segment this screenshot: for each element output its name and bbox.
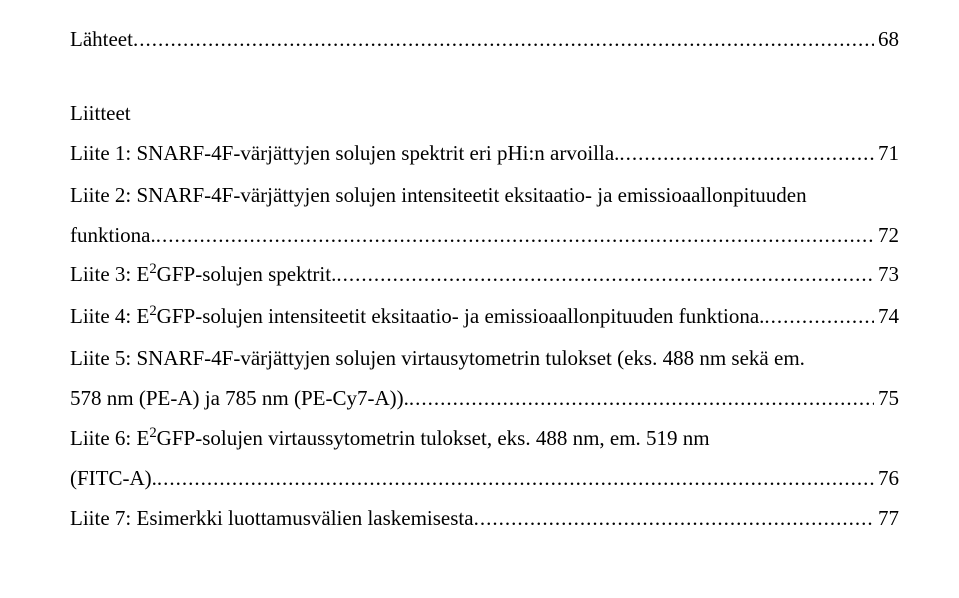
toc-label: Liite 1: SNARF-4F-värjättyjen solujen sp… (70, 134, 619, 174)
toc-label-line1: Liite 6: E2GFP-solujen virtaussytometrin… (70, 419, 899, 459)
toc-leader (764, 297, 874, 337)
toc-entry-liite4: Liite 4: E2GFP-solujen intensiteetit eks… (70, 297, 899, 337)
toc-label-sup: 2 (149, 261, 156, 277)
toc-entry-liite6: Liite 6: E2GFP-solujen virtaussytometrin… (70, 419, 899, 499)
toc-section-liitteet: Liitteet (70, 94, 899, 134)
toc-page-number: 72 (874, 216, 899, 256)
toc-leader (409, 379, 874, 419)
toc-page-number: 73 (874, 255, 899, 295)
toc-label-suffix: GFP-solujen virtaussytometrin tulokset, … (157, 426, 710, 450)
toc-label-prefix: Liite 6: E (70, 426, 149, 450)
toc-label-line1: Liite 5: SNARF-4F-värjättyjen solujen vi… (70, 339, 899, 379)
toc-page-number: 76 (874, 459, 899, 499)
toc-entry-liite7: Liite 7: Esimerkki luottamusvälien laske… (70, 499, 899, 539)
toc-page-number: 77 (874, 499, 899, 539)
toc-entry-liite2: Liite 2: SNARF-4F-värjättyjen solujen in… (70, 176, 899, 256)
toc-label-prefix: Liite 4: E (70, 304, 149, 328)
toc-label-prefix: Liite 3: E (70, 262, 149, 286)
toc-leader (336, 255, 874, 295)
toc-label: Lähteet (70, 20, 133, 60)
toc-page-number: 68 (874, 20, 899, 60)
toc-label: Liite 3: E2GFP-solujen spektrit. (70, 255, 336, 295)
toc-label-line2: 578 nm (PE-A) ja 785 nm (PE-Cy7-A)). (70, 379, 409, 419)
toc-page-number: 75 (874, 379, 899, 419)
toc-label: Liite 4: E2GFP-solujen intensiteetit eks… (70, 297, 764, 337)
toc-label-sup: 2 (149, 303, 156, 319)
toc-label: Liite 7: Esimerkki luottamusvälien laske… (70, 499, 474, 539)
spacer (70, 62, 899, 90)
toc-leader (157, 459, 874, 499)
toc-entry-lahteet: Lähteet 68 (70, 20, 899, 60)
toc-label-suffix: GFP-solujen intensiteetit eksitaatio- ja… (157, 304, 765, 328)
toc-leader (619, 134, 874, 174)
toc-leader (474, 499, 874, 539)
toc-entry-liite3: Liite 3: E2GFP-solujen spektrit. 73 (70, 255, 899, 295)
toc-page-number: 71 (874, 134, 899, 174)
toc-label-line2: (FITC-A). (70, 459, 157, 499)
toc-label-suffix: GFP-solujen spektrit. (157, 262, 337, 286)
toc-leader (133, 20, 874, 60)
toc-label-line1: Liite 2: SNARF-4F-värjättyjen solujen in… (70, 176, 899, 216)
toc-label-sup: 2 (149, 425, 156, 441)
toc-leader (156, 216, 874, 256)
document-page: Lähteet 68 Liitteet Liite 1: SNARF-4F-vä… (0, 0, 959, 561)
toc-page-number: 74 (874, 297, 899, 337)
toc-label-line2: funktiona. (70, 216, 156, 256)
toc-entry-liite5: Liite 5: SNARF-4F-värjättyjen solujen vi… (70, 339, 899, 419)
toc-entry-liite1: Liite 1: SNARF-4F-värjättyjen solujen sp… (70, 134, 899, 174)
